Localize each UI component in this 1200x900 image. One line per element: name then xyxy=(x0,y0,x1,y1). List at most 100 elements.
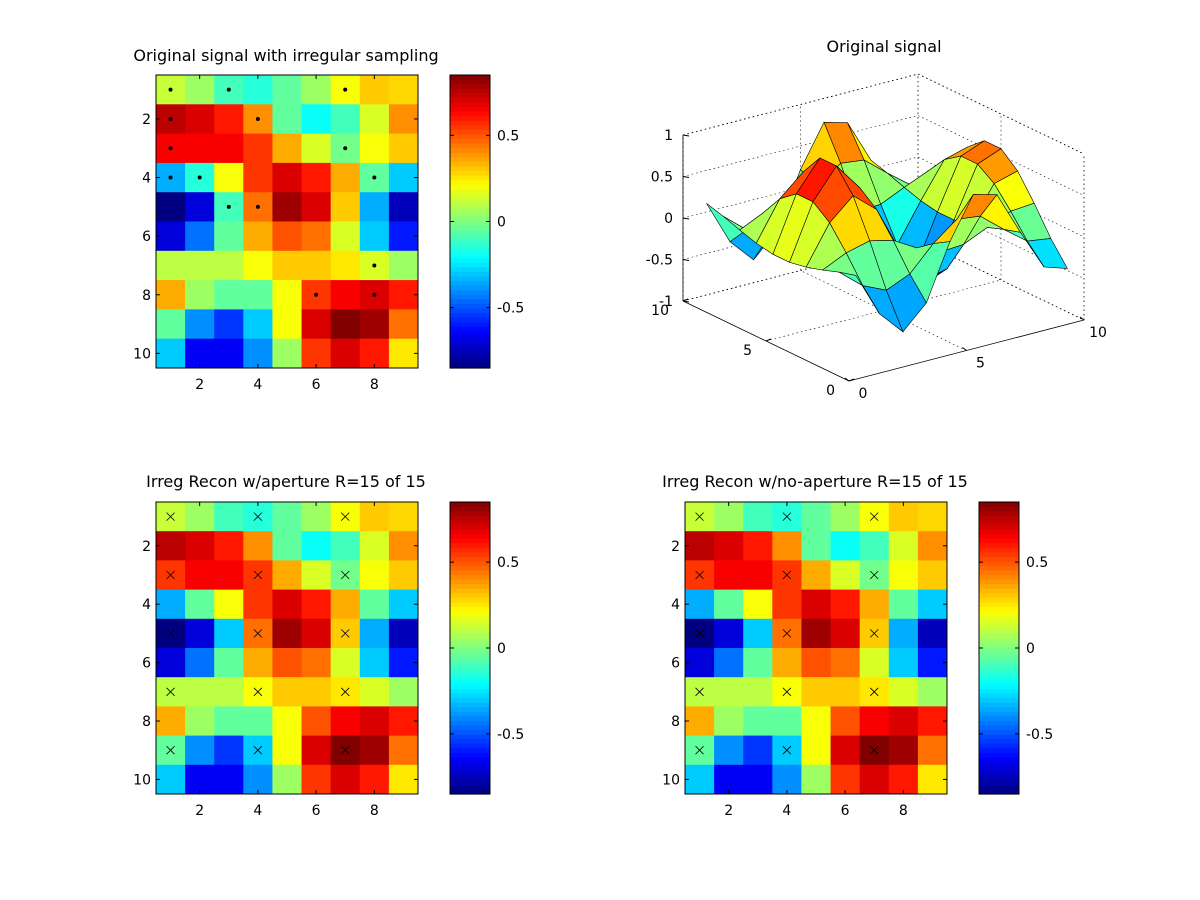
colorbar-segment xyxy=(450,294,490,300)
colorbar-segment xyxy=(450,148,490,154)
colorbar-segment xyxy=(450,88,490,94)
colorbar-segment xyxy=(450,565,490,572)
x-tick-label: 4 xyxy=(782,803,791,819)
colorbar-segment xyxy=(450,579,490,585)
colorbar-segment xyxy=(450,244,490,250)
heatmap-cell xyxy=(214,309,244,340)
y-tick-mark xyxy=(682,298,689,302)
heatmap-cell xyxy=(330,764,361,795)
heatmap-cell xyxy=(185,309,215,340)
colorbar-segment xyxy=(450,226,490,232)
colorbar-segment xyxy=(450,711,490,718)
heatmap-cell xyxy=(388,133,419,164)
heatmap-cell xyxy=(243,162,273,193)
heatmap-cell xyxy=(301,502,332,532)
heatmap-cell xyxy=(185,618,215,649)
sample-dot-marker xyxy=(226,87,231,92)
colorbar-segment xyxy=(450,657,490,663)
heatmap-cell xyxy=(359,338,390,369)
heatmap-cell xyxy=(156,338,186,369)
colorbar-segment xyxy=(450,258,490,264)
y-tick-label: 4 xyxy=(671,597,680,613)
heatmap-cell xyxy=(185,338,215,369)
colorbar-segment xyxy=(979,743,1019,749)
x-tick-label: 6 xyxy=(312,803,321,819)
heatmap-cell xyxy=(388,221,419,252)
heatmap-cell xyxy=(743,648,773,678)
colorbar-segment xyxy=(979,752,1019,759)
heatmap-cell xyxy=(917,735,948,766)
heatmap-original-sampling: 2 4 6 8 2 4 6 8 10 0.5 0 -0.5 xyxy=(133,74,524,393)
x-tick-label: 6 xyxy=(312,377,321,393)
colorbar-segment xyxy=(450,533,490,540)
title-original-sampling: Original signal with irregular sampling xyxy=(133,46,438,65)
heatmap-cell xyxy=(214,560,244,591)
y-tick-label: 8 xyxy=(142,288,151,304)
colorbar-segment xyxy=(450,313,490,319)
heatmap-cell xyxy=(830,618,861,649)
y-tick-label: 4 xyxy=(142,171,151,187)
sample-x-marker xyxy=(695,745,704,755)
colorbar-segment xyxy=(450,743,490,749)
heatmap-cell xyxy=(185,280,215,310)
x-tick-label: 2 xyxy=(195,377,204,393)
y-tick-label: 4 xyxy=(142,597,151,613)
heatmap-cell xyxy=(156,706,186,737)
colorbar-segment xyxy=(450,317,490,323)
sample-dot-marker xyxy=(255,204,260,209)
colorbar-segment xyxy=(450,134,490,140)
heatmap-cell xyxy=(359,104,390,135)
heatmap-cell xyxy=(801,560,832,591)
sample-dot-marker xyxy=(372,292,377,297)
heatmap-cell xyxy=(801,502,832,532)
heatmap-cell xyxy=(214,618,244,649)
heatmap-cell xyxy=(301,735,332,766)
colorbar-segment xyxy=(450,271,490,278)
heatmap-cell xyxy=(359,531,390,561)
heatmap-cell xyxy=(388,706,419,737)
colorbar-segment xyxy=(450,143,490,149)
colorbar-segment xyxy=(450,363,490,369)
heatmap-cell xyxy=(272,677,303,707)
heatmap-cell xyxy=(743,560,773,591)
colorbar-segment xyxy=(450,102,490,108)
colorbar-segment xyxy=(450,239,490,245)
colorbar-segment xyxy=(979,634,1019,640)
heatmap-cell xyxy=(801,531,832,561)
heatmap-cell xyxy=(301,250,332,281)
heatmap-cell xyxy=(301,338,332,369)
heatmap-cell xyxy=(301,764,332,795)
colorbar-segment xyxy=(450,340,490,346)
heatmap-cell xyxy=(301,648,332,678)
sample-x-marker xyxy=(340,629,350,638)
heatmap-cell xyxy=(888,618,919,649)
colorbar-segment xyxy=(979,670,1019,676)
colorbar-segment xyxy=(979,629,1019,635)
colorbar-segment xyxy=(450,97,490,104)
colorbar-segment xyxy=(450,666,490,672)
heatmap-cell xyxy=(185,735,215,766)
colorbar-segment xyxy=(979,611,1019,617)
sample-dot-marker xyxy=(314,292,319,297)
colorbar-segment xyxy=(450,139,490,145)
x-tick-label: 5 xyxy=(976,356,985,372)
heatmap-cell xyxy=(388,735,419,766)
colorbar-segment xyxy=(450,345,490,351)
heatmap-cell xyxy=(272,338,303,369)
heatmap-cell xyxy=(156,250,186,281)
heatmap-cell xyxy=(830,531,861,561)
colorbar-segment xyxy=(979,643,1019,649)
colorbar-segment xyxy=(450,203,490,209)
colorbar-segment xyxy=(450,561,490,567)
heatmap-recon-aperture: 2 4 6 8 2 4 6 8 10 0.5 0 -0.5 xyxy=(133,501,524,819)
heatmap-cell xyxy=(388,309,419,340)
y-tick-label: 6 xyxy=(671,656,680,672)
colorbar-segment xyxy=(979,757,1019,763)
colorbar-segment xyxy=(450,184,490,191)
heatmap-cell xyxy=(388,531,419,561)
heatmap-cell xyxy=(801,618,832,649)
colorbar-segment xyxy=(450,221,490,227)
colorbar-segment xyxy=(979,789,1019,795)
heatmap-cell xyxy=(830,706,861,737)
sample-dot-marker xyxy=(226,204,231,209)
